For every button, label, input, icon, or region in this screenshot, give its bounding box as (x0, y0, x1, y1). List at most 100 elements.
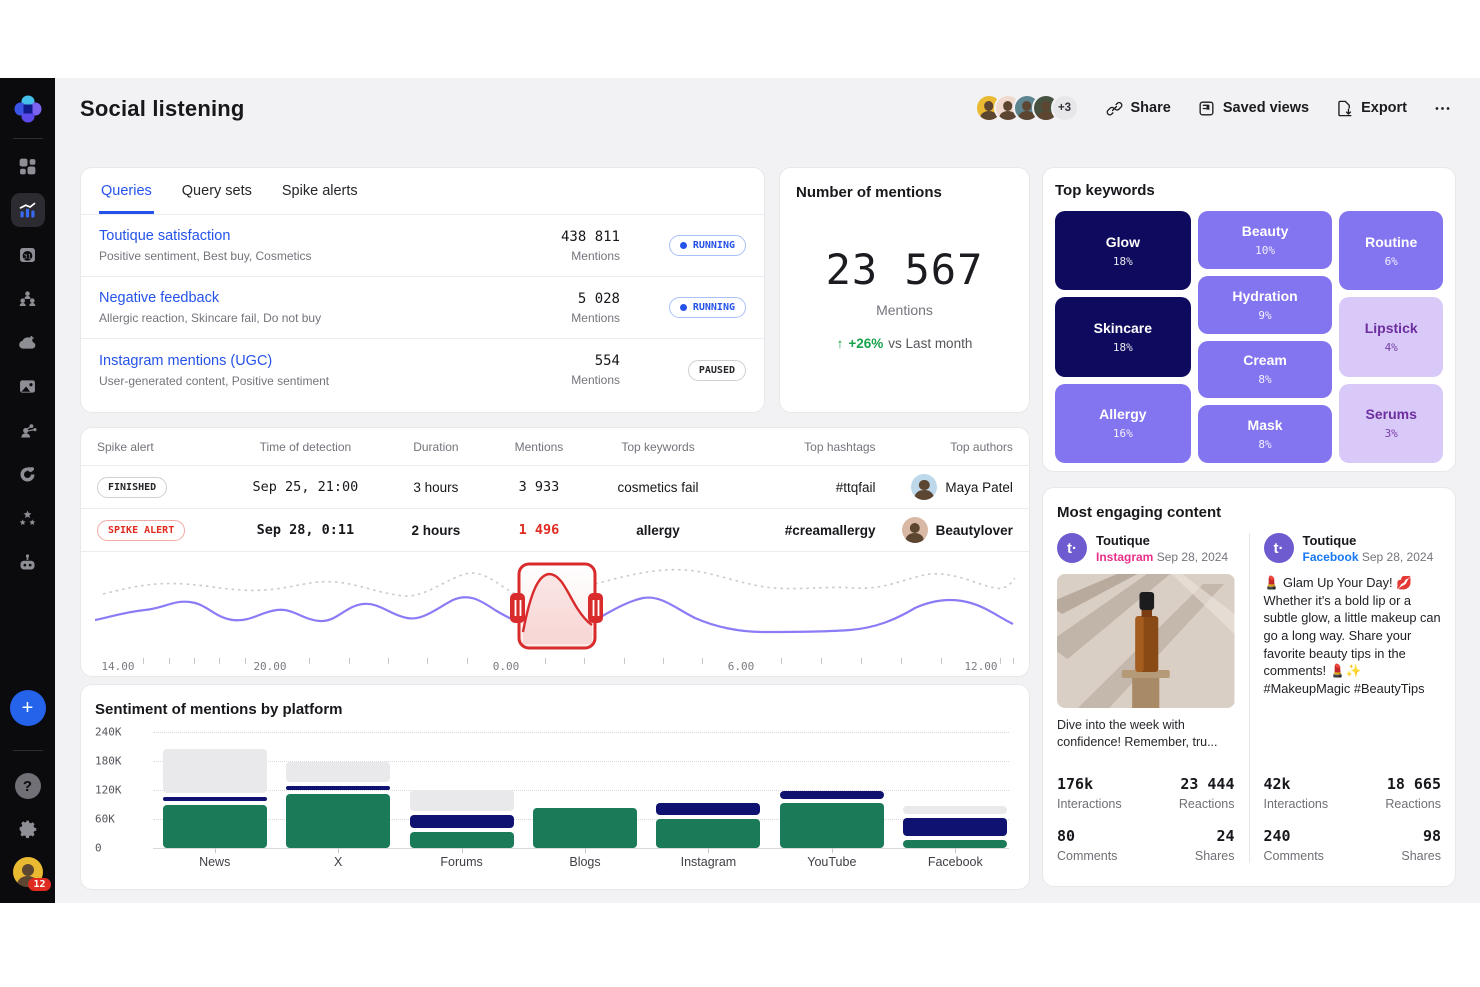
query-row[interactable]: Negative feedback Allergic reaction, Skin… (81, 277, 764, 339)
delta-value: +26% (848, 336, 884, 351)
calendar-icon[interactable]: 31 (11, 237, 45, 271)
axis-tick (781, 658, 782, 664)
query-title[interactable]: Negative feedback (99, 290, 220, 306)
post-card[interactable]: t· Toutique Facebook Sep 28, 2024 💄 Glam Up… (1263, 533, 1441, 863)
keywords-card: Top keywords Glow 18% Skincare 18% Allergy 16… (1042, 167, 1456, 472)
spike-line-chart (94, 562, 1016, 650)
y-gridline (153, 761, 1009, 762)
keyword-tile-mask[interactable]: Mask 8% (1197, 405, 1333, 463)
audience-icon[interactable] (11, 281, 45, 315)
bar-facebook[interactable] (903, 732, 1008, 848)
keyword-tile-hydration[interactable]: Hydration 9% (1197, 275, 1333, 334)
query-status-badge: RUNNING (668, 297, 746, 318)
keyword-tile-skincare[interactable]: Skincare 18% (1055, 297, 1191, 377)
segment-positive (409, 831, 514, 848)
keyword-tile-glow[interactable]: Glow 18% (1055, 211, 1191, 291)
profile-share-icon[interactable] (11, 413, 45, 447)
settings-gear-icon[interactable] (11, 811, 45, 845)
keyword-tile-routine[interactable]: Routine 6% (1339, 211, 1443, 291)
create-button[interactable]: + (9, 690, 46, 726)
mentions-card-title: Number of mentions (796, 184, 942, 201)
posts-divider (1248, 533, 1250, 863)
status-dot-icon (679, 304, 687, 311)
queries-list: Toutique satisfaction Positive sentiment,… (81, 215, 764, 401)
export-button[interactable]: Export (1335, 99, 1407, 118)
segment-neutral (162, 748, 267, 793)
more-menu-icon[interactable] (1433, 99, 1452, 118)
brand-logo: t· (1263, 533, 1294, 563)
stat-shares: 24 Shares (1194, 827, 1235, 863)
keyword-tile-cream[interactable]: Cream 8% (1197, 340, 1333, 399)
segment-neutral (903, 805, 1008, 815)
segment-negative (162, 796, 267, 801)
query-title[interactable]: Instagram mentions (UGC) (99, 352, 273, 369)
spike-author[interactable]: Maya Patel (876, 474, 1013, 500)
dashboard-icon[interactable] (11, 149, 45, 183)
stat-reactions: 23 444 Reactions (1178, 775, 1235, 811)
spike-row[interactable]: SPIKE ALERT Sep 28, 0:11 2 hours 1 496 aller… (81, 509, 1029, 552)
post-platform[interactable]: Facebook (1302, 550, 1359, 564)
tab-spike-alerts[interactable]: Spike alerts (281, 183, 358, 199)
axis-tick (623, 658, 625, 664)
axis-tick (388, 658, 389, 664)
bar-news[interactable] (162, 732, 267, 848)
bar-blogs[interactable] (533, 732, 637, 848)
media-icon[interactable] (11, 369, 45, 403)
bar-instagram[interactable] (656, 732, 761, 848)
favorites-icon[interactable] (11, 501, 45, 535)
user-avatar[interactable]: 12 (12, 857, 51, 891)
delta-note: vs Last month (888, 336, 973, 351)
query-row[interactable]: Instagram mentions (UGC) User-generated c… (81, 339, 764, 401)
keyword-tile-allergy[interactable]: Allergy 16% (1055, 383, 1191, 463)
post-platform[interactable]: Instagram (1096, 550, 1154, 564)
query-title[interactable]: Toutique satisfaction (99, 228, 231, 244)
spike-status-badge: SPIKE ALERT (97, 519, 186, 541)
share-button[interactable]: Share (1105, 99, 1171, 118)
saved-views-button[interactable]: Saved views (1197, 99, 1309, 118)
app-logo[interactable] (11, 92, 45, 126)
spike-status-badge: FINISHED (97, 476, 168, 498)
keyword-tile-serums[interactable]: Serums 3% (1339, 383, 1443, 463)
assistant-icon[interactable] (11, 545, 45, 579)
bar-youtube[interactable] (779, 732, 884, 848)
tab-queries[interactable]: Queries (99, 168, 154, 214)
selection-left-handle[interactable] (510, 593, 525, 623)
mentions-value-label: Mentions (876, 302, 933, 318)
spike-row[interactable]: FINISHED Sep 25, 21:00 3 hours 3 933 cosmeti… (81, 466, 1029, 509)
selection-right-handle[interactable] (588, 593, 603, 623)
sentiment-title: Sentiment of mentions by platform (95, 701, 343, 718)
collaborator-avatars[interactable]: +3 (974, 94, 1079, 122)
axis-tick (219, 658, 221, 664)
axis-tick (309, 658, 311, 664)
engagement-icon[interactable] (11, 457, 45, 491)
cloud-add-icon[interactable] (11, 325, 45, 359)
mentions-delta: ↑ +26% vs Last month (837, 336, 973, 351)
post-date: Sep 28, 2024 (1156, 550, 1229, 564)
spike-time: Sep 25, 21:00 (252, 479, 359, 495)
axis-label: 20.00 (253, 660, 287, 673)
tab-query-sets[interactable]: Query sets (181, 183, 252, 199)
analytics-icon[interactable] (10, 193, 45, 227)
spike-author[interactable]: Beautylover (876, 517, 1013, 543)
bar-forums[interactable] (409, 732, 514, 848)
query-mentions-value: 438 811 (560, 228, 620, 245)
help-icon[interactable]: ? (14, 773, 41, 799)
x-axis-label: Blogs (569, 855, 601, 869)
keyword-tile-beauty[interactable]: Beauty 10% (1197, 211, 1333, 269)
keywords-treemap: Glow 18% Skincare 18% Allergy 16% Beauty 10% Hyd… (1055, 211, 1443, 463)
post-image[interactable] (1057, 574, 1235, 708)
bar-x[interactable] (286, 732, 391, 848)
query-row[interactable]: Toutique satisfaction Positive sentiment,… (81, 215, 764, 277)
post-photo (1057, 574, 1235, 708)
page-title: Social listening (80, 96, 245, 121)
spike-table-header: Spike alert Time of detection Duration Ment… (81, 428, 1029, 466)
x-axis-tick (214, 848, 216, 853)
post-card[interactable]: t· Toutique Instagram Sep 28, 2024 Dive int… (1057, 533, 1235, 863)
keyword-tile-lipstick[interactable]: Lipstick 4% (1339, 297, 1443, 377)
spike-col-header: Spike alert (97, 439, 154, 454)
sidebar-bottom: + ? 12 (9, 690, 51, 903)
brand-logo: t· (1057, 533, 1087, 563)
sentiment-x-axis: News X Forums Blogs Instagram YouTube Facebook (95, 848, 1015, 874)
svg-text:31: 31 (24, 252, 32, 260)
collaborators-more[interactable]: +3 (1050, 94, 1079, 122)
